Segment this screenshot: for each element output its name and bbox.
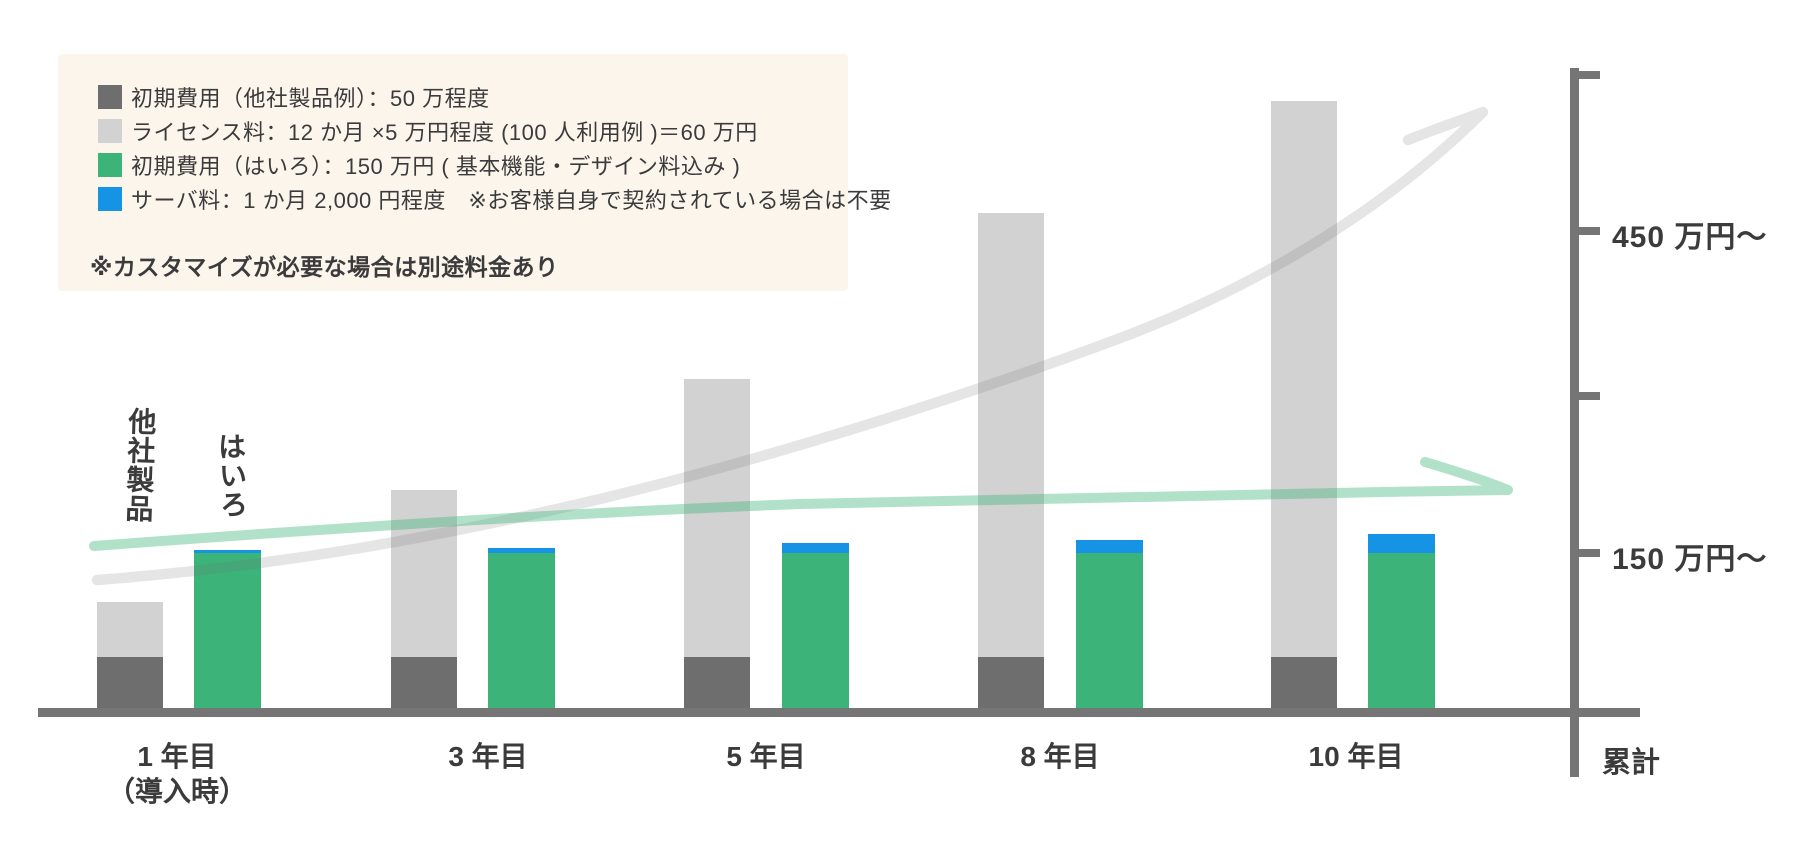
legend-item-license: ライセンス料：12 か月 ×5 万円程度 (100 人利用例 )＝60 万円 [98, 119, 848, 145]
y-axis-tick-mid [1570, 392, 1600, 400]
legend-swatch-initial-other [98, 85, 122, 109]
bar-server-y5 [782, 543, 849, 553]
legend-label-initial-hairo: 初期費用（はいろ）：150 万円 ( 基本機能・デザイン料込み ) [131, 154, 741, 179]
y-tick-label-150: 150 万円〜 [1612, 543, 1768, 576]
bar-license-y10 [1271, 101, 1337, 657]
bar-initial-hairo-y10 [1368, 553, 1435, 712]
y-axis-top-tick [1570, 71, 1600, 79]
legend-item-server: サーバ料：1 か月 2,000 円程度 ※お客様自身で契約されている場合は不要 [98, 187, 891, 213]
legend-note: ※カスタマイズが必要な場合は別途料金あり [90, 254, 559, 280]
y-tick-label-450: 450 万円〜 [1612, 221, 1768, 254]
y-axis-line [1570, 68, 1579, 777]
legend-item-initial-other: 初期費用（他社製品例）：50 万程度 [98, 85, 848, 111]
x-label-year1-main: 1 年目 [137, 741, 217, 772]
bar-server-y1 [194, 550, 261, 553]
bar-license-y8 [978, 213, 1044, 657]
bar-server-y3 [488, 548, 555, 553]
series-label-other: 他社製品 [121, 406, 158, 524]
x-label-year5: 5 年目 [726, 741, 806, 772]
series-label-hairo: はいろ [214, 431, 249, 520]
y-axis-tick-150 [1570, 549, 1600, 557]
bar-initial-hairo-y3 [488, 553, 555, 712]
x-label-year1: 1 年目 （導入時） [107, 739, 247, 809]
y-axis-tick-450 [1570, 227, 1600, 235]
bar-initial-other-y10 [1271, 657, 1337, 712]
bar-initial-other-y5 [684, 657, 750, 712]
bar-server-y10 [1368, 534, 1435, 553]
bar-initial-other-y8 [978, 657, 1044, 712]
x-label-year1-sub: （導入時） [106, 776, 248, 807]
legend-label-initial-other: 初期費用（他社製品例）：50 万程度 [131, 86, 490, 111]
x-axis-line [38, 708, 1640, 717]
bar-initial-hairo-y5 [782, 553, 849, 712]
legend-label-server: サーバ料：1 か月 2,000 円程度 ※お客様自身で契約されている場合は不要 [131, 188, 892, 213]
legend-label-license: ライセンス料：12 か月 ×5 万円程度 (100 人利用例 )＝60 万円 [131, 120, 758, 145]
bar-server-y8 [1076, 540, 1143, 553]
x-label-year8: 8 年目 [1020, 741, 1100, 772]
legend-item-initial-hairo: 初期費用（はいろ）：150 万円 ( 基本機能・デザイン料込み ) [98, 153, 848, 179]
bar-initial-other-y1 [97, 657, 163, 712]
bar-license-y3 [391, 490, 457, 657]
bar-license-y5 [684, 379, 750, 657]
bar-initial-hairo-y8 [1076, 553, 1143, 712]
x-label-cumulative: 累計 [1602, 747, 1661, 779]
legend-box: 初期費用（他社製品例）：50 万程度 ライセンス料：12 か月 ×5 万円程度 … [58, 54, 891, 291]
bar-initial-other-y3 [391, 657, 457, 712]
bar-initial-hairo-y1 [194, 553, 261, 712]
x-label-year3: 3 年目 [448, 741, 528, 772]
legend-swatch-license [98, 119, 122, 143]
bar-license-y1 [97, 602, 163, 657]
legend-swatch-server [98, 187, 122, 211]
x-label-year10: 10 年目 [1308, 741, 1404, 772]
legend-swatch-initial-hairo [98, 153, 122, 177]
